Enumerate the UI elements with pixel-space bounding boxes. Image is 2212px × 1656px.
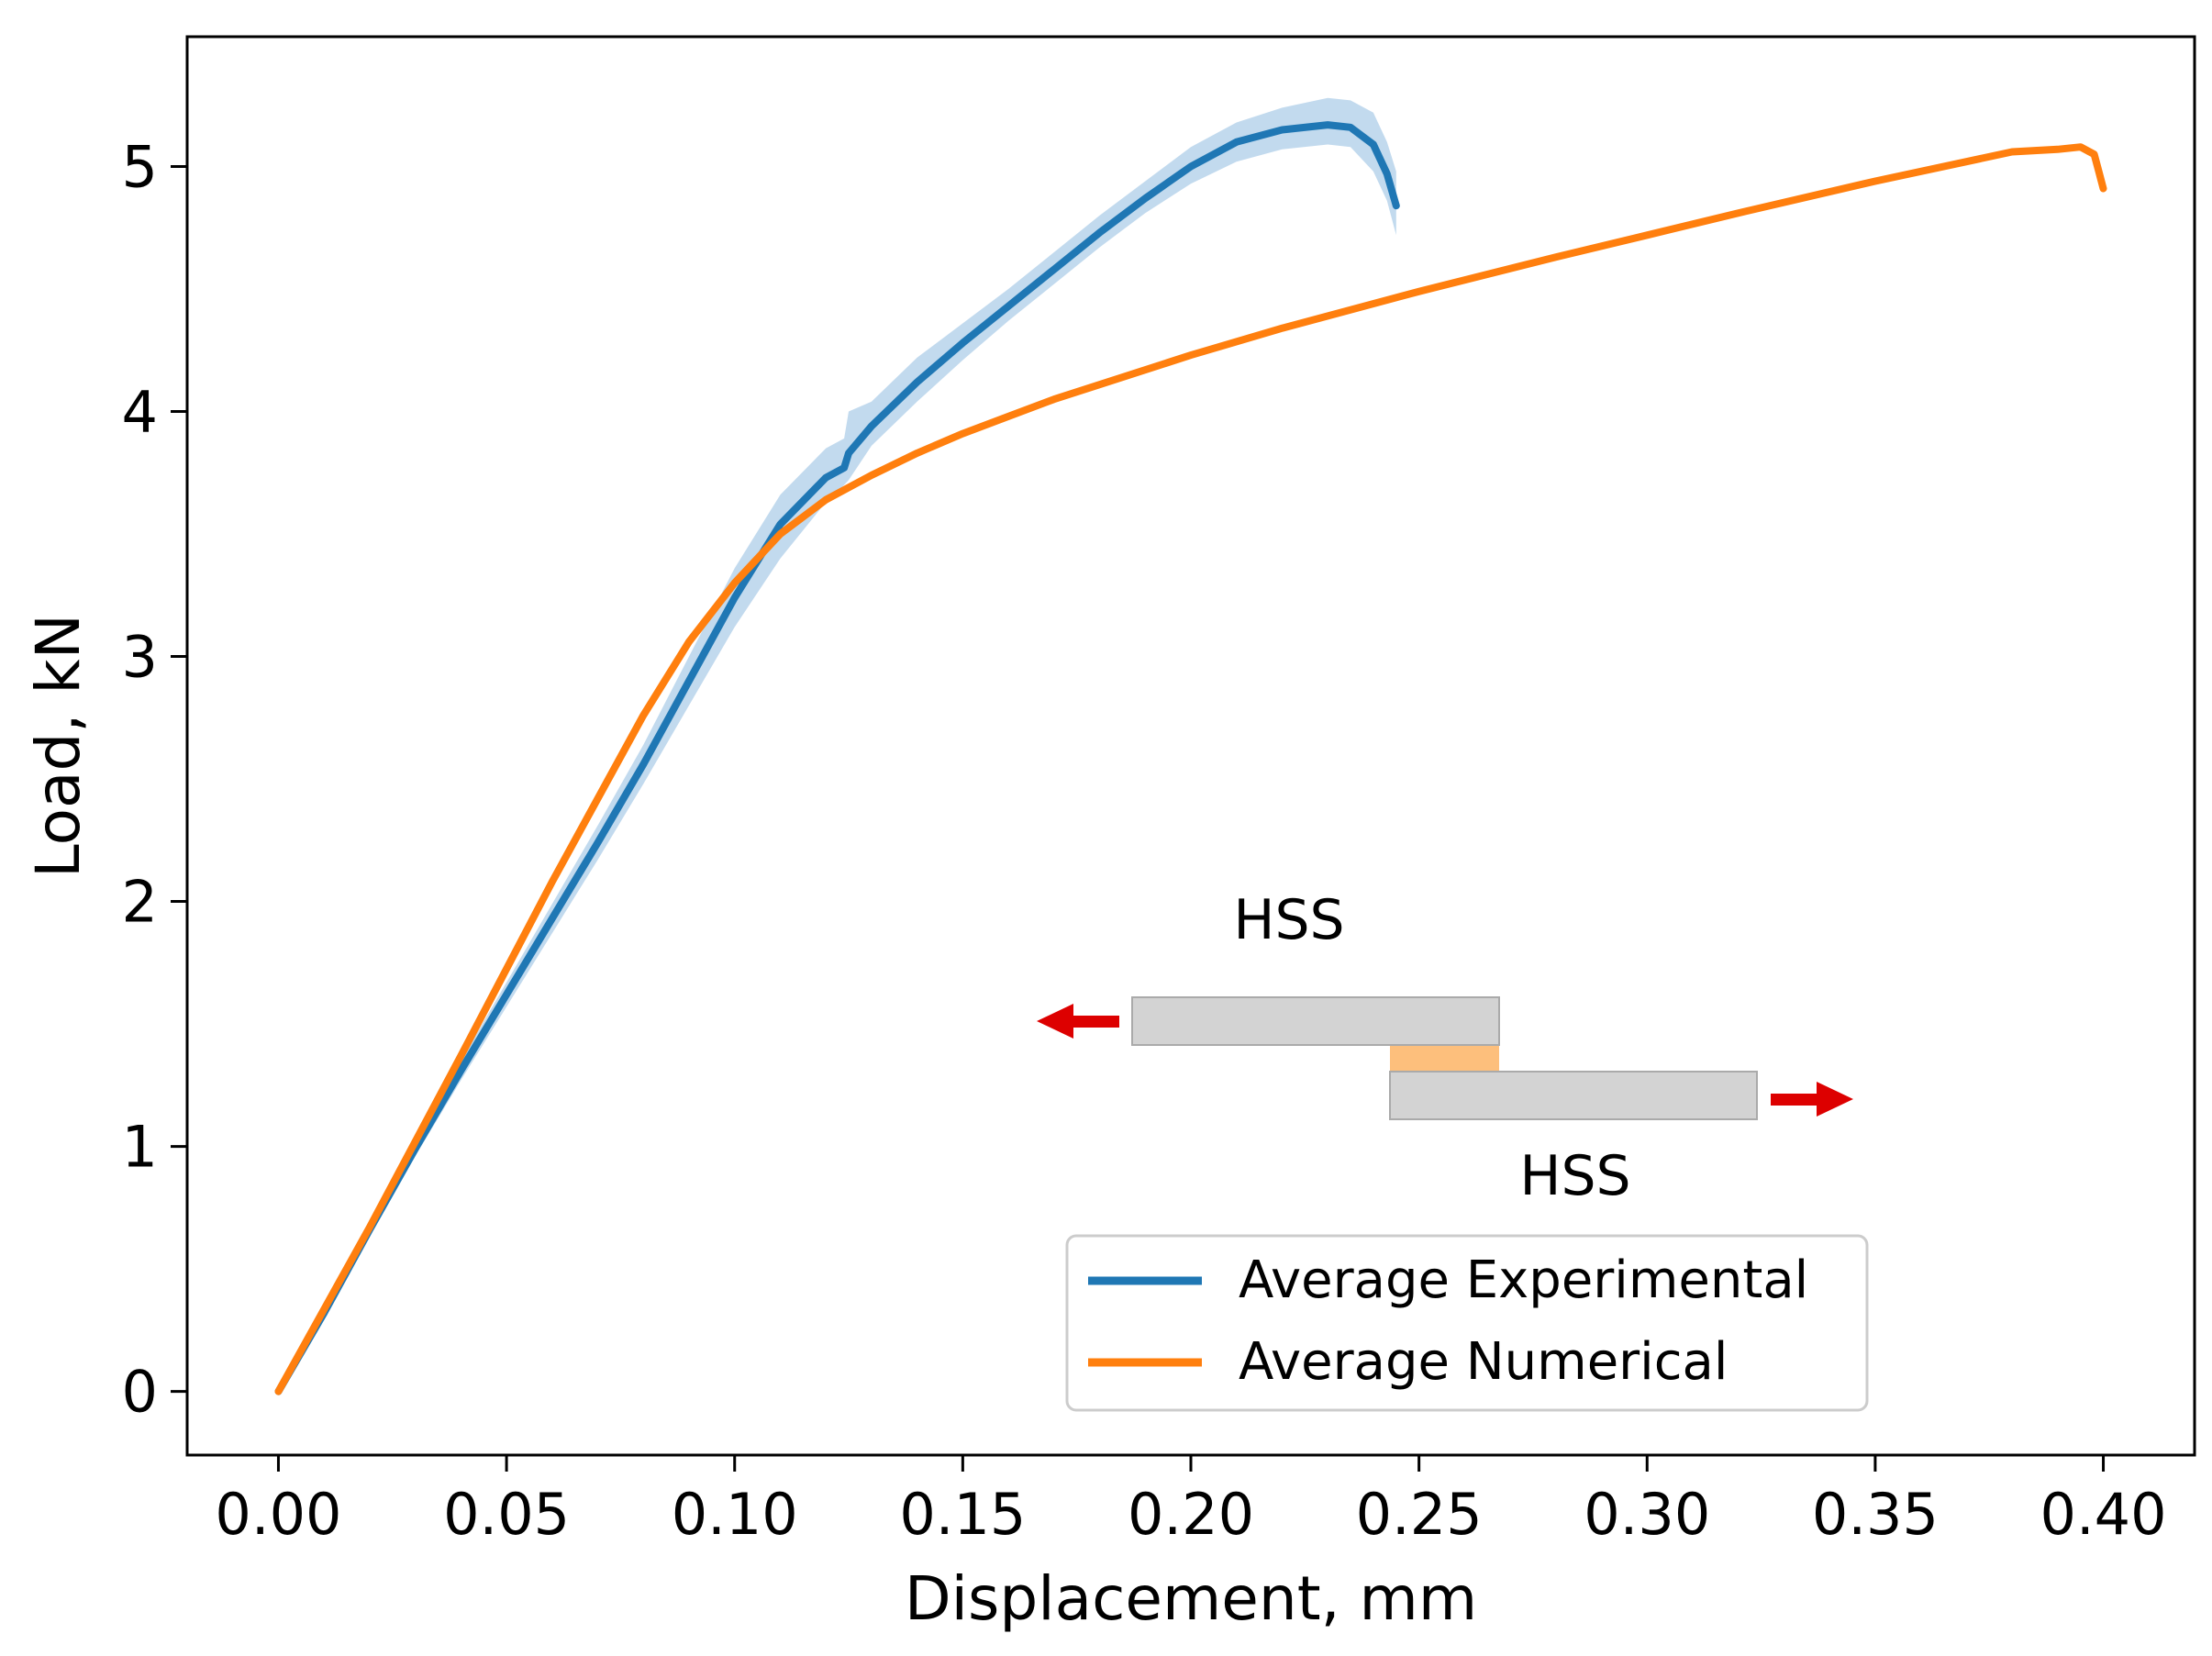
x-tick-label: 0.35 [1812, 1481, 1939, 1548]
right-arrow [1771, 1082, 1853, 1117]
experimental-band [278, 97, 1396, 1392]
y-axis-label: Load, kN [23, 614, 94, 878]
legend-label-numerical: Average Numerical [1239, 1332, 1728, 1392]
legend-box [1065, 1234, 1869, 1412]
x-tick-label: 0.40 [2040, 1481, 2167, 1548]
x-tick-label: 0.05 [443, 1481, 570, 1548]
x-axis-label: Displacement, mm [905, 1563, 1477, 1634]
legend-label-experimental: Average Experimental [1239, 1250, 1808, 1310]
x-tick-label: 0.20 [1128, 1481, 1254, 1548]
legend: Average Experimental Average Numerical [1065, 1234, 1869, 1412]
inset-top-label: HSS [1233, 888, 1344, 952]
x-tick-label: 0.00 [215, 1481, 341, 1548]
y-tick-label: 4 [122, 379, 158, 446]
x-axis-ticks: 0.00 0.05 0.10 0.15 0.20 0.25 0.30 0.35 0.40 [215, 1455, 2167, 1548]
experimental-band-layer [278, 97, 1396, 1392]
joint-schematic: HSS HSS [1037, 888, 1853, 1208]
y-tick-label: 1 [122, 1114, 158, 1181]
series-line-numerical [274, 143, 2107, 1395]
y-tick-label: 0 [122, 1359, 158, 1426]
left-arrow [1037, 1004, 1119, 1039]
top-plate [1131, 996, 1500, 1046]
x-tick-label: 0.30 [1584, 1481, 1710, 1548]
x-tick-label: 0.15 [899, 1481, 1026, 1548]
x-tick-label: 0.25 [1356, 1481, 1483, 1548]
y-tick-label: 3 [122, 624, 158, 691]
x-tick-label: 0.10 [672, 1481, 798, 1548]
series-lines-layer [274, 121, 2107, 1395]
bottom-plate [1389, 1071, 1758, 1120]
adhesive-layer [1390, 1046, 1499, 1071]
y-axis-ticks: 0 1 2 3 4 5 [122, 134, 187, 1426]
y-tick-label: 2 [122, 869, 158, 936]
series-line-experimental [274, 121, 1400, 1395]
y-tick-label: 5 [122, 134, 158, 201]
inset-bottom-label: HSS [1519, 1144, 1630, 1208]
